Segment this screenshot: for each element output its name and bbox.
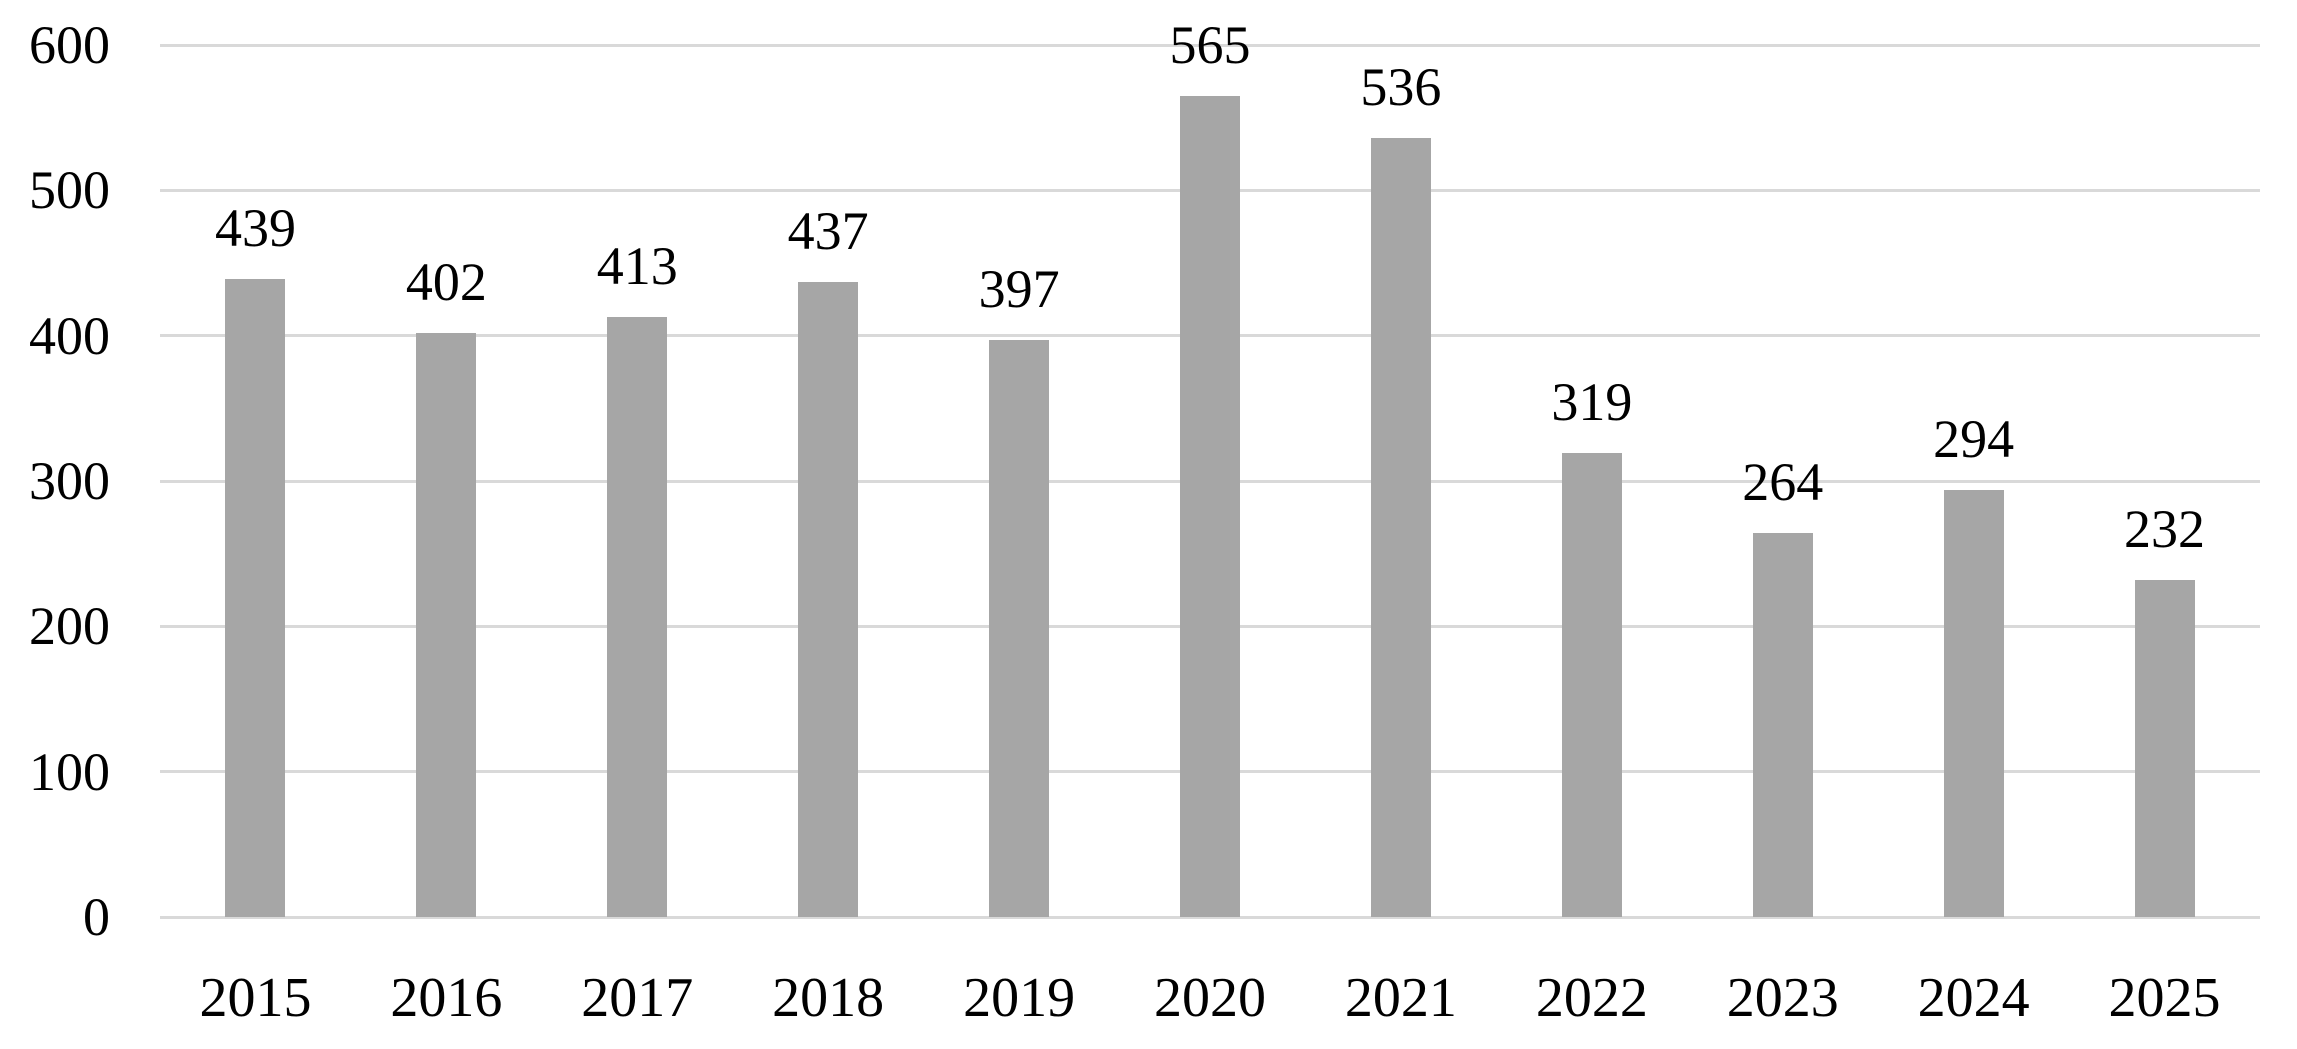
- bar-value-label-2024: 294: [1933, 408, 2015, 469]
- x-axis-label-2018: 2018: [772, 967, 885, 1029]
- bar-value-label-2023: 264: [1742, 452, 1824, 513]
- x-axis-label-2024: 2024: [1917, 967, 2030, 1029]
- y-axis-label-0: 0: [83, 887, 110, 947]
- bar-value-label-2020: 565: [1169, 14, 1251, 75]
- x-axis-label-2023: 2023: [1726, 967, 1839, 1029]
- bar-value-label-2017: 413: [596, 235, 678, 296]
- x-axis-label-2019: 2019: [963, 967, 1076, 1029]
- y-axis-label-200: 200: [29, 596, 110, 657]
- bar-value-label-2015: 439: [214, 197, 296, 258]
- bar-2019: [989, 340, 1050, 917]
- bar-value-label-2018: 437: [787, 200, 869, 261]
- y-axis-label-400: 400: [29, 305, 110, 366]
- x-axis-label-2021: 2021: [1344, 967, 1457, 1029]
- bar-value-label-2021: 536: [1360, 57, 1442, 117]
- x-axis-label-2015: 2015: [199, 967, 312, 1029]
- bar-value-label-2019: 397: [978, 259, 1060, 320]
- bar-value-label-2022: 319: [1551, 372, 1633, 433]
- y-axis-label-600: 600: [29, 15, 110, 75]
- x-axis-line: [160, 915, 2260, 919]
- bar-2022: [1561, 453, 1622, 917]
- bar-2025: [2134, 579, 2195, 917]
- bar-2016: [416, 332, 477, 917]
- bar-2024: [1943, 489, 2004, 917]
- bar-2017: [607, 316, 668, 917]
- bar-2018: [798, 281, 859, 917]
- bar-2021: [1370, 138, 1431, 917]
- y-axis-label-500: 500: [29, 160, 110, 221]
- x-axis-label-2017: 2017: [581, 967, 694, 1029]
- y-axis-label-300: 300: [29, 451, 110, 511]
- x-axis-label-2016: 2016: [390, 967, 503, 1029]
- bar-value-label-2025: 232: [2124, 498, 2206, 559]
- bar-2020: [1180, 95, 1240, 917]
- x-axis-label-2025: 2025: [2108, 967, 2221, 1029]
- bar-2023: [1752, 533, 1813, 917]
- x-axis-label-2020: 2020: [1154, 967, 1266, 1029]
- gridline-600: [160, 43, 2260, 47]
- y-axis-label-100: 100: [29, 741, 110, 802]
- x-axis-label-2022: 2022: [1535, 967, 1648, 1029]
- bar-value-label-2016: 402: [405, 251, 487, 312]
- bar-2015: [225, 278, 286, 917]
